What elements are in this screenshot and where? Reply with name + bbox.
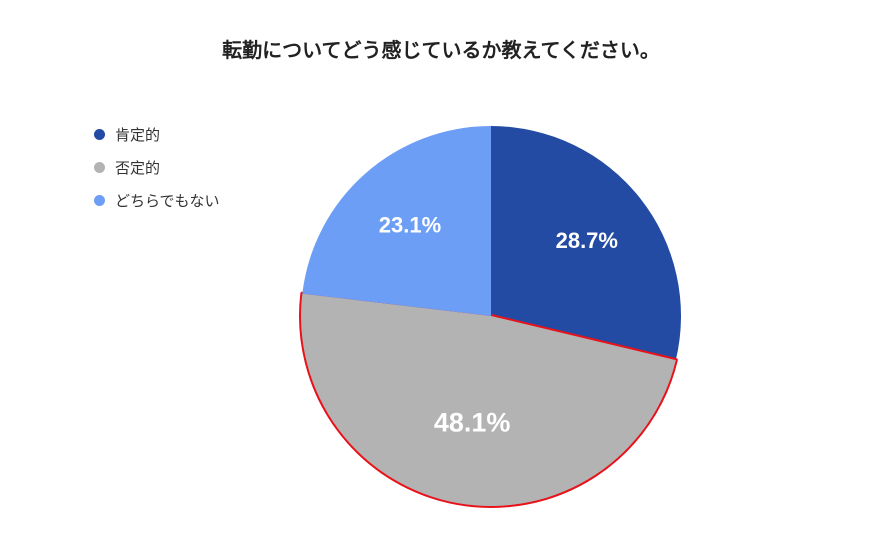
legend-item-neutral: どちらでもない	[94, 190, 220, 210]
legend-swatch-positive	[94, 128, 105, 140]
legend-item-negative: 否定的	[94, 157, 220, 177]
legend-swatch-negative	[94, 161, 105, 173]
legend-item-positive: 肯定的	[94, 124, 220, 144]
legend: 肯定的 否定的 どちらでもない	[94, 124, 220, 223]
pie-slice-negative	[301, 293, 676, 507]
legend-label-positive: 肯定的	[115, 125, 161, 144]
chart-title: 転勤についてどう感じているか教えてください。	[222, 38, 660, 62]
legend-label-neutral: どちらでもない	[115, 191, 220, 210]
pie-slice-neutral	[302, 126, 491, 316]
legend-swatch-neutral	[94, 194, 105, 206]
slice-label-positive: 28.7%	[556, 228, 618, 253]
slice-label-negative: 48.1%	[434, 407, 511, 437]
pie-slice-positive	[491, 126, 682, 361]
slice-label-neutral: 23.1%	[379, 212, 441, 237]
legend-label-negative: 否定的	[115, 158, 161, 177]
